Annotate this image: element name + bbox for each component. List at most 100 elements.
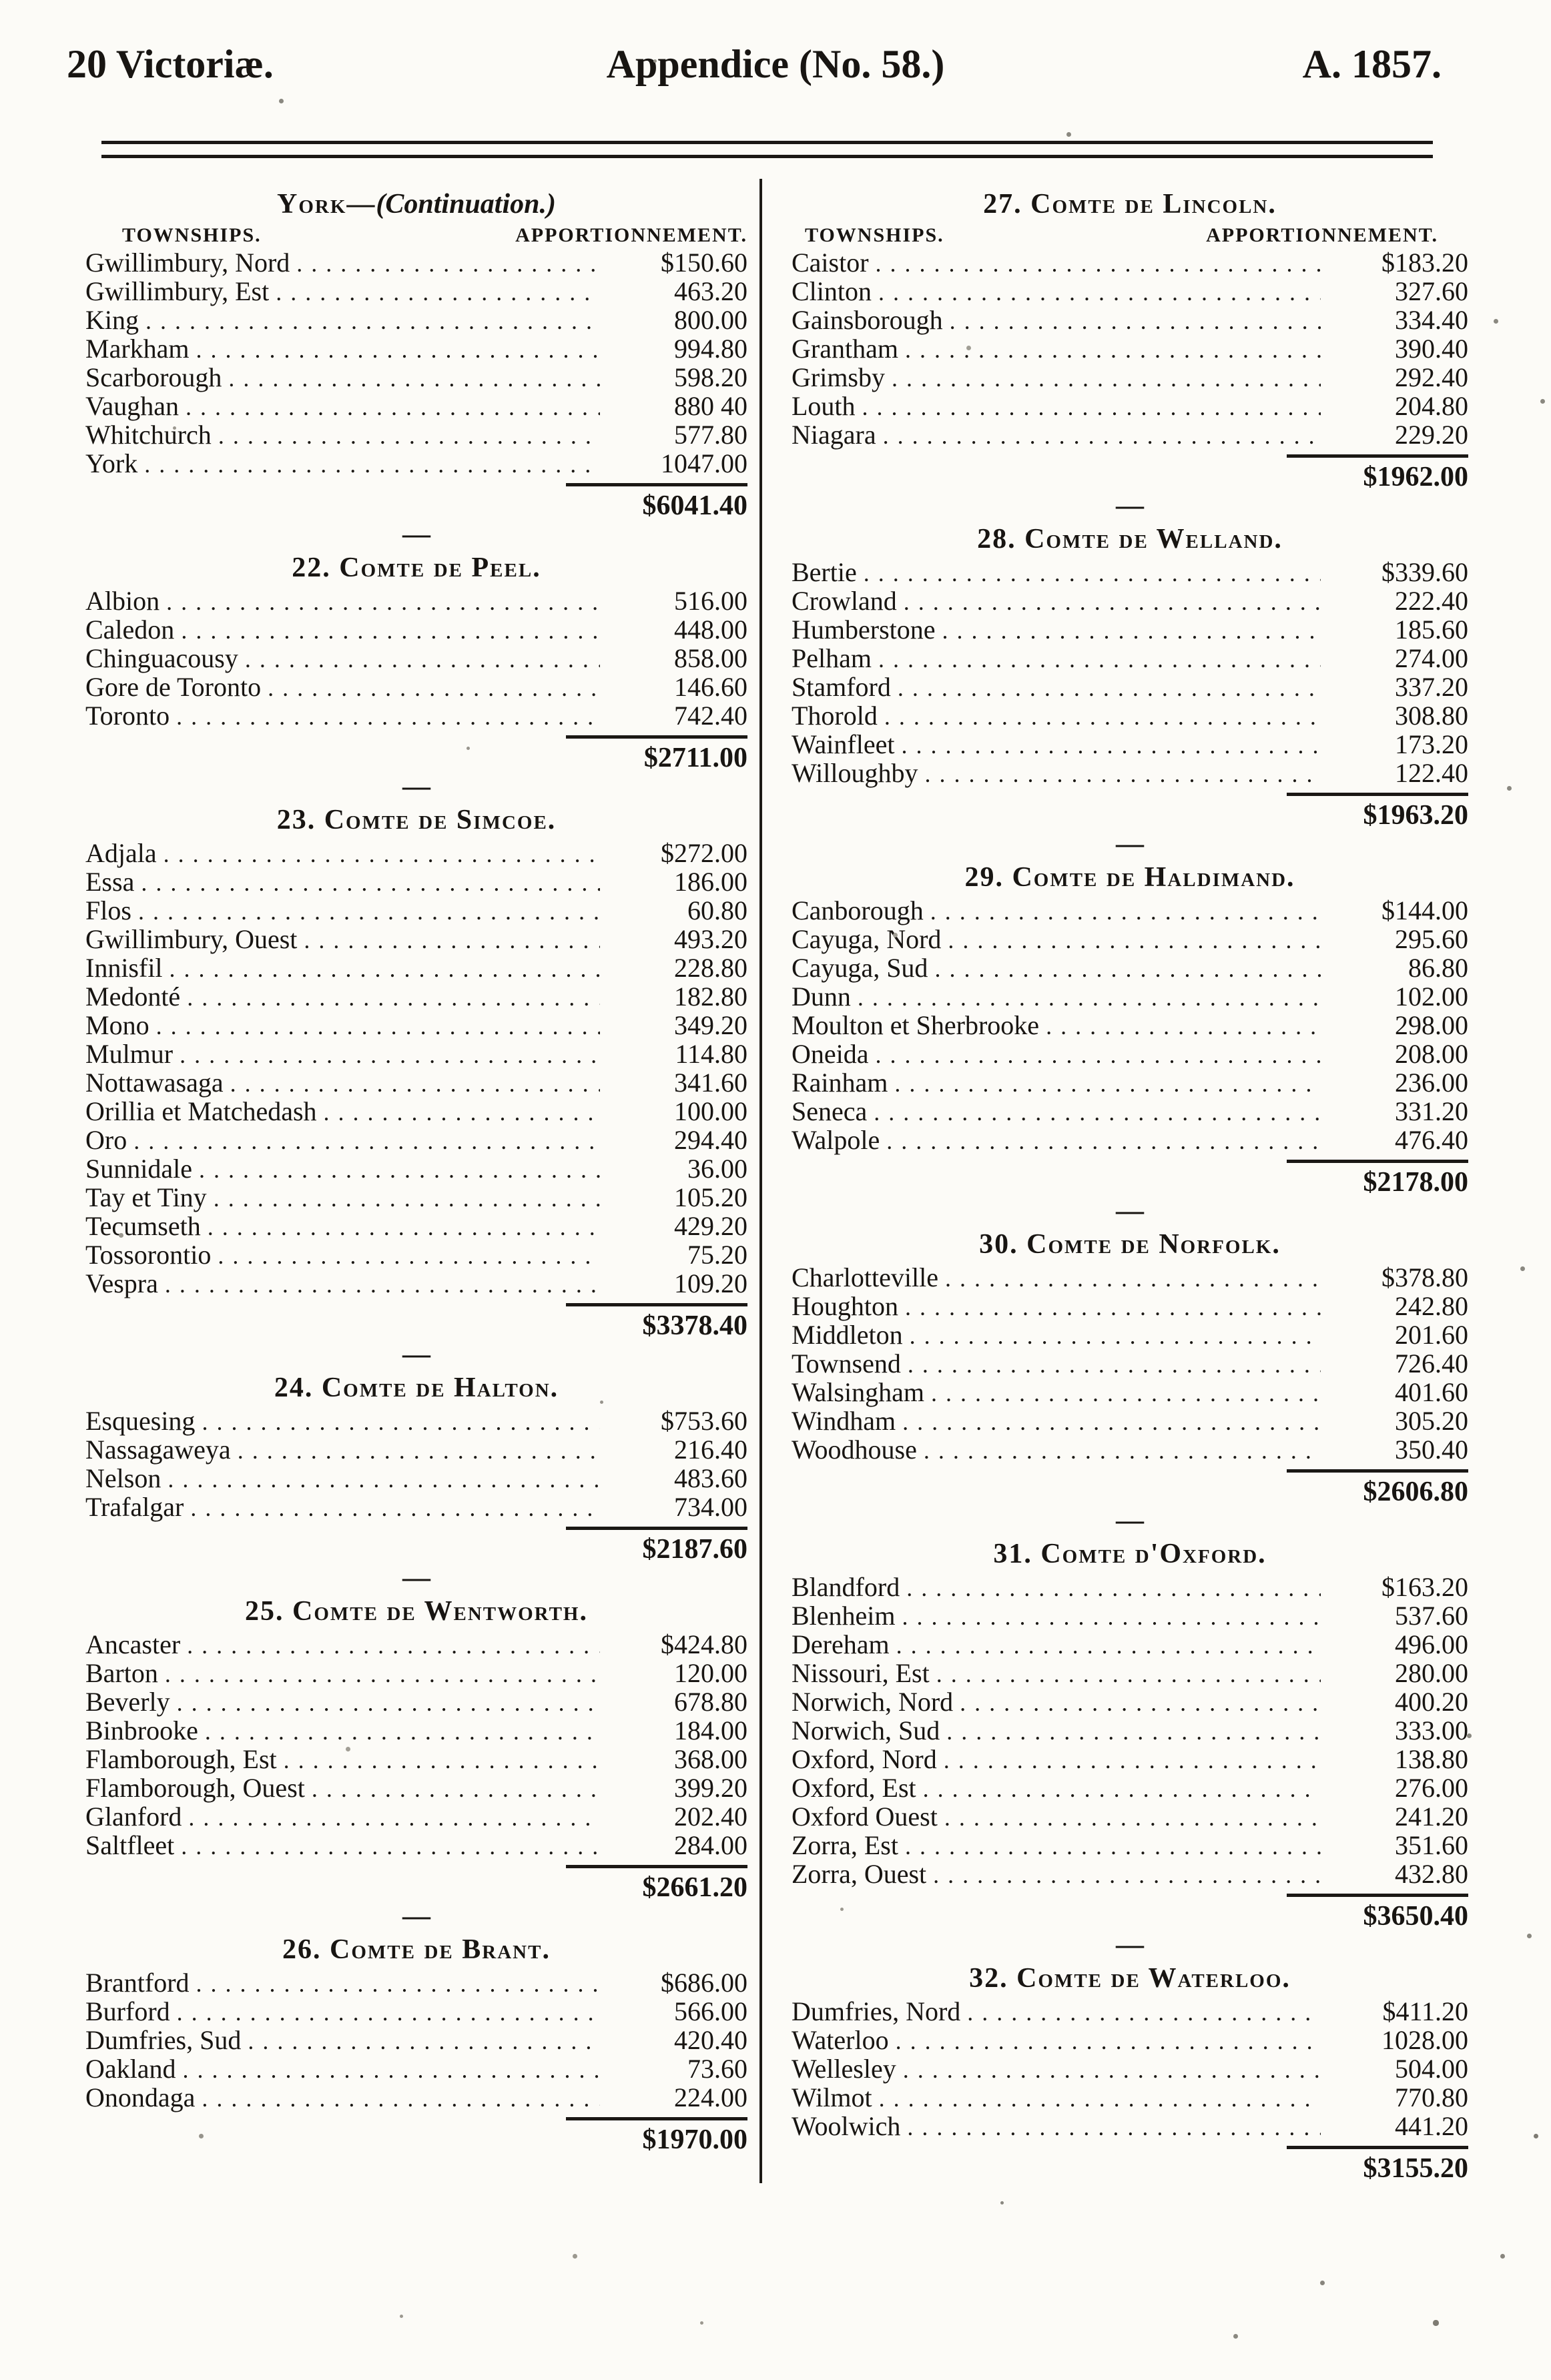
townships-header: TOWNSHIPS. — [805, 224, 944, 246]
township-name: Vespra — [85, 1268, 158, 1298]
dot-leader: ........................................… — [187, 1632, 600, 1659]
dot-leader: ........................................… — [897, 675, 1321, 701]
dot-leader: ........................................… — [904, 336, 1321, 363]
township-amount: 577.80 — [674, 420, 747, 450]
township-name: Oro — [85, 1125, 127, 1155]
section-total: $1963.20 — [1363, 800, 1469, 831]
township-amount: 994.80 — [674, 334, 747, 364]
township-amount: 305.20 — [1395, 1406, 1468, 1436]
township-row: Grantham................................… — [792, 334, 1468, 363]
section-total: $3155.20 — [1363, 2153, 1469, 2184]
township-name: Pelham — [792, 643, 872, 673]
dot-leader: ........................................… — [904, 1833, 1321, 1860]
total-rule — [566, 1865, 747, 1868]
township-name: Dumfries, Sud — [85, 2025, 242, 2055]
township-row: Charlotteville..........................… — [792, 1263, 1468, 1292]
township-amount: 105.20 — [674, 1182, 747, 1212]
township-row: Norwich, Nord...........................… — [792, 1687, 1468, 1716]
section-title: 22. Comte de Peel. — [292, 552, 541, 583]
township-row: Walsingham..............................… — [792, 1378, 1468, 1407]
township-amount: 184.00 — [674, 1715, 747, 1745]
section-total: $2187.60 — [642, 1534, 748, 1565]
township-row: Zorra, Est..............................… — [792, 1831, 1468, 1860]
dot-leader: ........................................… — [176, 703, 600, 730]
dot-leader: ........................................… — [943, 1747, 1321, 1773]
township-row: Norwich, Sud............................… — [792, 1716, 1468, 1745]
dot-leader: ........................................… — [892, 365, 1321, 392]
section-title: 25. Comte de Wentworth. — [245, 1596, 588, 1627]
township-name: Albion — [85, 586, 160, 616]
township-name: Thorold — [792, 701, 878, 731]
dot-leader: ........................................… — [930, 1380, 1321, 1407]
township-row: Mono....................................… — [85, 1011, 747, 1040]
township-row: Seneca..................................… — [792, 1097, 1468, 1126]
township-amount: $753.60 — [661, 1406, 747, 1436]
township-amount: 504.00 — [1395, 2054, 1468, 2084]
section-separator-dash: — — [1116, 1505, 1144, 1536]
dot-leader: ........................................… — [248, 2028, 600, 2054]
township-amount: 678.80 — [674, 1687, 747, 1717]
section-separator-dash: — — [1116, 1196, 1144, 1226]
township-row: Blandford...............................… — [792, 1573, 1468, 1601]
township-amount: 75.20 — [687, 1240, 747, 1270]
township-amount: 36.00 — [687, 1154, 747, 1184]
township-row: Woolwich................................… — [792, 2112, 1468, 2140]
column-divider-rule — [759, 179, 762, 2183]
township-amount: 349.20 — [674, 1010, 747, 1040]
township-name: Canborough — [792, 895, 924, 925]
dot-leader: ........................................… — [244, 646, 600, 673]
dot-leader: ........................................… — [176, 1689, 600, 1716]
dot-leader: ........................................… — [168, 1466, 600, 1493]
township-amount: $686.00 — [661, 1968, 747, 1998]
section-separator-dash: — — [1116, 490, 1144, 521]
dot-leader: ........................................… — [141, 869, 600, 896]
dot-leader: ........................................… — [901, 732, 1321, 759]
township-amount: 102.00 — [1395, 981, 1468, 1012]
dot-leader: ........................................… — [884, 703, 1321, 730]
township-name: Wellesley — [792, 2054, 896, 2084]
dot-leader: ........................................… — [907, 1351, 1321, 1378]
township-row: Windham.................................… — [792, 1407, 1468, 1435]
township-amount: 242.80 — [1395, 1291, 1468, 1321]
total-rule — [1287, 793, 1468, 796]
township-row: Bertie..................................… — [792, 558, 1468, 586]
dot-leader: ........................................… — [276, 279, 600, 306]
township-row: Oxford, Est.............................… — [792, 1773, 1468, 1802]
dot-leader: ........................................… — [875, 250, 1321, 277]
township-row: King....................................… — [85, 306, 747, 334]
township-row: Flamborough, Ouest......................… — [85, 1773, 747, 1802]
township-row: Vaughan.................................… — [85, 392, 747, 420]
dot-leader: ........................................… — [180, 1042, 600, 1068]
dot-leader: ........................................… — [164, 1271, 600, 1298]
township-amount: 742.40 — [674, 701, 747, 731]
section-total: $1962.00 — [1363, 462, 1469, 492]
township-row: Gwillimbury, Nord.......................… — [85, 248, 747, 277]
township-name: Dereham — [792, 1629, 890, 1659]
dot-leader: ........................................… — [882, 422, 1321, 449]
dot-leader: ........................................… — [196, 336, 600, 363]
township-name: Oxford Ouest — [792, 1802, 938, 1832]
township-row: Oneida..................................… — [792, 1040, 1468, 1068]
dot-leader: ........................................… — [933, 1862, 1321, 1888]
township-name: Brantford — [85, 1968, 190, 1998]
township-name: Dumfries, Nord — [792, 1996, 961, 2026]
township-name: Seneca — [792, 1096, 868, 1126]
township-amount: 284.00 — [674, 1830, 747, 1860]
township-name: Nassagaweya — [85, 1435, 231, 1465]
township-name: Nelson — [85, 1463, 162, 1493]
section-separator-dash: — — [402, 1339, 430, 1370]
total-rule — [1287, 1469, 1468, 1473]
township-name: Gwillimbury, Est — [85, 276, 270, 306]
township-name: Cayuga, Sud — [792, 953, 928, 983]
township-name: Zorra, Ouest — [792, 1859, 927, 1889]
total-rule — [1287, 1894, 1468, 1897]
section-title: 24. Comte de Halton. — [274, 1372, 559, 1403]
township-row: Dumfries, Nord..........................… — [792, 1997, 1468, 2026]
township-row: Moulton et Sherbrooke...................… — [792, 1011, 1468, 1040]
dot-leader: ........................................… — [190, 1495, 600, 1521]
township-amount: 292.40 — [1395, 362, 1468, 392]
township-amount: 109.20 — [674, 1268, 747, 1298]
township-name: Sunnidale — [85, 1154, 192, 1184]
township-amount: 146.60 — [674, 672, 747, 702]
township-name: Waterloo — [792, 2025, 889, 2055]
